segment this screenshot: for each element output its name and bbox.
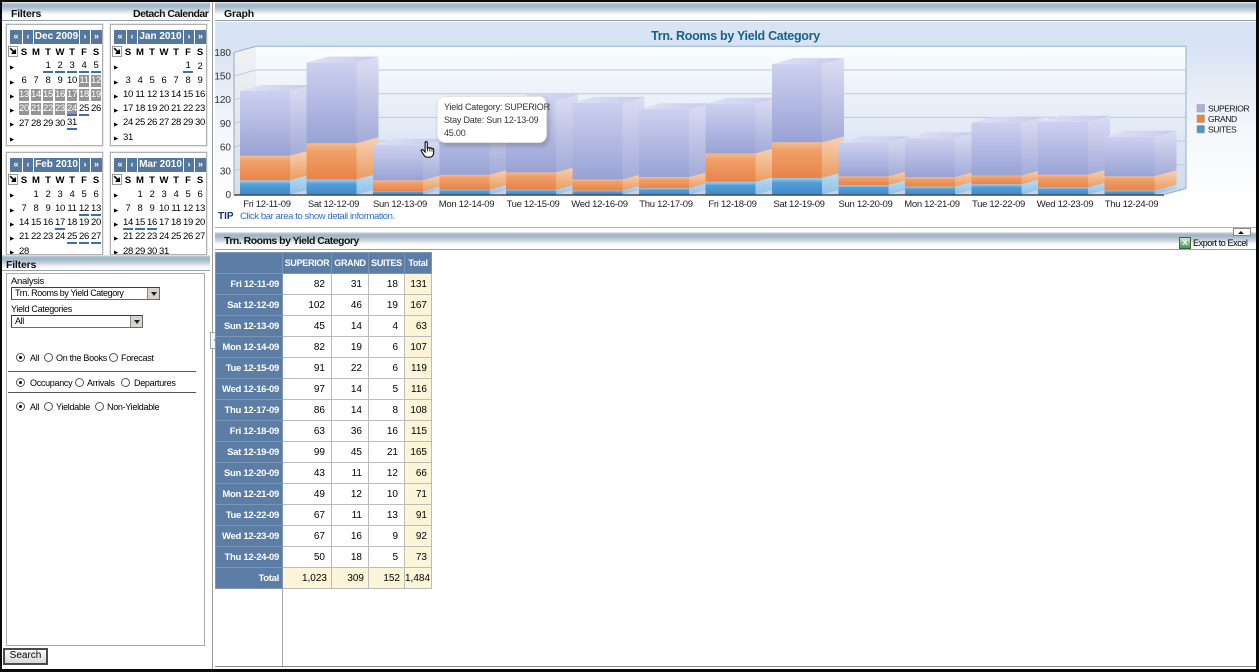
svg-text:SUPERIOR: SUPERIOR	[1208, 104, 1249, 114]
svg-text:Mon 12-14-09: Mon 12-14-09	[439, 199, 495, 210]
svg-text:Fri 12-18-09: Fri 12-18-09	[708, 199, 756, 210]
svg-text:Wed 12-23-09: Wed 12-23-09	[1037, 199, 1093, 210]
svg-text:Tue 12-15-09: Tue 12-15-09	[506, 199, 559, 210]
svg-text:Wed 12-16-09: Wed 12-16-09	[571, 199, 627, 210]
svg-text:Thu 12-24-09: Thu 12-24-09	[1105, 199, 1158, 210]
svg-text:90: 90	[220, 119, 232, 130]
svg-text:Tue 12-22-09: Tue 12-22-09	[972, 199, 1025, 210]
svg-text:Sat 12-19-09: Sat 12-19-09	[773, 199, 824, 210]
svg-text:GRAND: GRAND	[1208, 114, 1237, 124]
svg-text:SUITES: SUITES	[1208, 125, 1237, 135]
svg-text:60: 60	[220, 143, 232, 154]
svg-text:Thu 12-17-09: Thu 12-17-09	[639, 199, 692, 210]
svg-text:150: 150	[215, 72, 231, 83]
svg-text:30: 30	[220, 166, 232, 177]
svg-text:Sat 12-12-09: Sat 12-12-09	[308, 199, 359, 210]
svg-text:Sun 12-13-09: Sun 12-13-09	[373, 199, 427, 210]
svg-text:180: 180	[215, 48, 231, 59]
svg-text:Fri 12-11-09: Fri 12-11-09	[243, 199, 290, 210]
svg-text:120: 120	[215, 95, 231, 106]
svg-text:Mon 12-21-09: Mon 12-21-09	[904, 199, 960, 210]
svg-text:0: 0	[225, 190, 231, 201]
svg-text:Sun 12-20-09: Sun 12-20-09	[839, 199, 893, 210]
